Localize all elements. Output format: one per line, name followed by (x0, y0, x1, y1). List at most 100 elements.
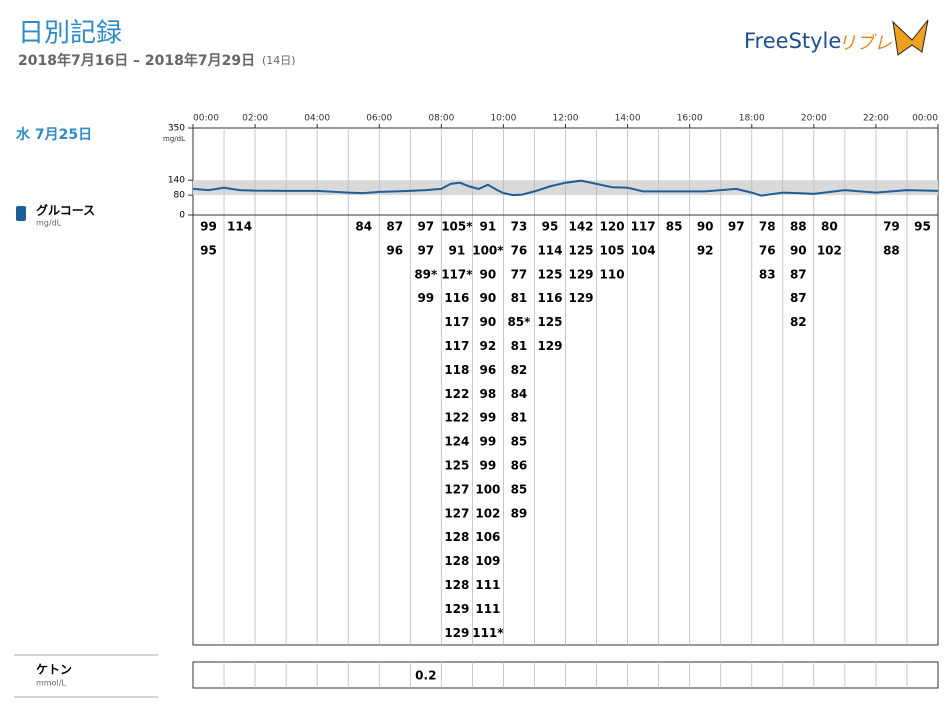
reading: 100 (475, 482, 500, 496)
reading: 84 (511, 387, 528, 401)
reading: 85 (511, 435, 528, 449)
reading: 97 (728, 220, 745, 234)
reading: 111 (475, 578, 500, 592)
reading: 122 (444, 411, 469, 425)
x-tick-label: 00:00 (193, 114, 219, 124)
reading: 95 (914, 220, 931, 234)
reading: 111* (472, 626, 504, 640)
reading: 92 (480, 339, 497, 353)
reading: 85 (666, 220, 683, 234)
x-tick-label: 00:00 (912, 114, 938, 124)
y-unit: mg/dL (163, 135, 185, 143)
x-tick-label: 06:00 (366, 114, 392, 124)
reading: 142 (568, 220, 593, 234)
reading: 127 (444, 506, 469, 520)
reading: 116 (537, 291, 562, 305)
reading: 99 (417, 291, 434, 305)
reading: 88 (790, 220, 807, 234)
reading: 117 (444, 315, 469, 329)
reading: 117 (444, 339, 469, 353)
reading: 90 (480, 291, 497, 305)
reading: 97 (417, 220, 434, 234)
reading: 118 (444, 363, 469, 377)
brand-jp: リブレ (838, 33, 892, 54)
x-tick-label: 14:00 (615, 114, 641, 124)
reading: 91 (449, 243, 466, 257)
reading: 99 (480, 435, 497, 449)
x-tick-label: 22:00 (863, 114, 889, 124)
ketone-label: ケトン (36, 663, 72, 677)
x-tick-label: 16:00 (677, 114, 703, 124)
reading: 89 (511, 506, 528, 520)
reading: 109 (475, 554, 500, 568)
reading: 110 (600, 267, 625, 281)
reading: 111 (475, 602, 500, 616)
reading: 102 (475, 506, 500, 520)
reading: 117 (631, 220, 656, 234)
reading: 85* (507, 315, 531, 329)
reading: 125 (444, 459, 469, 473)
y-tick-label: 350 (168, 124, 185, 134)
reading: 105* (441, 220, 473, 234)
y-tick-label: 140 (168, 176, 185, 186)
reading: 106 (475, 530, 500, 544)
reading: 90 (697, 220, 714, 234)
reading: 84 (355, 220, 372, 234)
reading: 87 (790, 267, 807, 281)
reading: 125 (537, 315, 562, 329)
reading: 129 (568, 267, 593, 281)
reading: 102 (817, 243, 842, 257)
x-tick-label: 08:00 (428, 114, 454, 124)
reading: 117* (441, 267, 473, 281)
reading: 95 (542, 220, 559, 234)
reading: 128 (444, 554, 469, 568)
reading: 114 (537, 243, 562, 257)
reading: 99 (480, 411, 497, 425)
reading: 95 (200, 243, 217, 257)
date-range: 2018年7月16日 – 2018年7月29日 (18, 52, 255, 69)
reading: 105 (600, 243, 625, 257)
x-tick-label: 10:00 (490, 114, 516, 124)
reading: 129 (537, 339, 562, 353)
reading: 99 (480, 459, 497, 473)
reading: 82 (511, 363, 528, 377)
reading: 125 (537, 267, 562, 281)
reading: 89* (414, 267, 438, 281)
reading: 77 (511, 267, 528, 281)
reading: 120 (600, 220, 625, 234)
ketone-unit: mmol/L (36, 679, 66, 688)
reading: 73 (511, 220, 528, 234)
reading: 96 (480, 363, 497, 377)
reading: 76 (511, 243, 528, 257)
reading: 83 (759, 267, 776, 281)
x-tick-label: 04:00 (304, 114, 330, 124)
reading: 76 (759, 243, 776, 257)
reading: 129 (444, 602, 469, 616)
reading: 79 (883, 220, 900, 234)
reading: 87 (790, 291, 807, 305)
ketone-reading: 0.2 (415, 669, 436, 683)
brand: FreeStyle (744, 29, 841, 53)
reading: 129 (568, 291, 593, 305)
reading: 81 (511, 411, 528, 425)
reading: 116 (444, 291, 469, 305)
reading: 98 (480, 387, 497, 401)
reading: 114 (227, 220, 252, 234)
reading: 122 (444, 387, 469, 401)
reading: 81 (511, 339, 528, 353)
reading: 90 (480, 267, 497, 281)
reading: 90 (790, 243, 807, 257)
reading: 80 (821, 220, 838, 234)
reading: 128 (444, 578, 469, 592)
reading: 124 (444, 435, 469, 449)
x-tick-label: 12:00 (553, 114, 579, 124)
reading: 97 (417, 243, 434, 257)
sensor-icon (16, 206, 26, 221)
reading: 96 (386, 243, 403, 257)
y-tick-label: 0 (179, 211, 185, 221)
reading: 88 (883, 243, 900, 257)
reading: 92 (697, 243, 714, 257)
reading: 127 (444, 482, 469, 496)
butterfly-logo (892, 19, 929, 56)
